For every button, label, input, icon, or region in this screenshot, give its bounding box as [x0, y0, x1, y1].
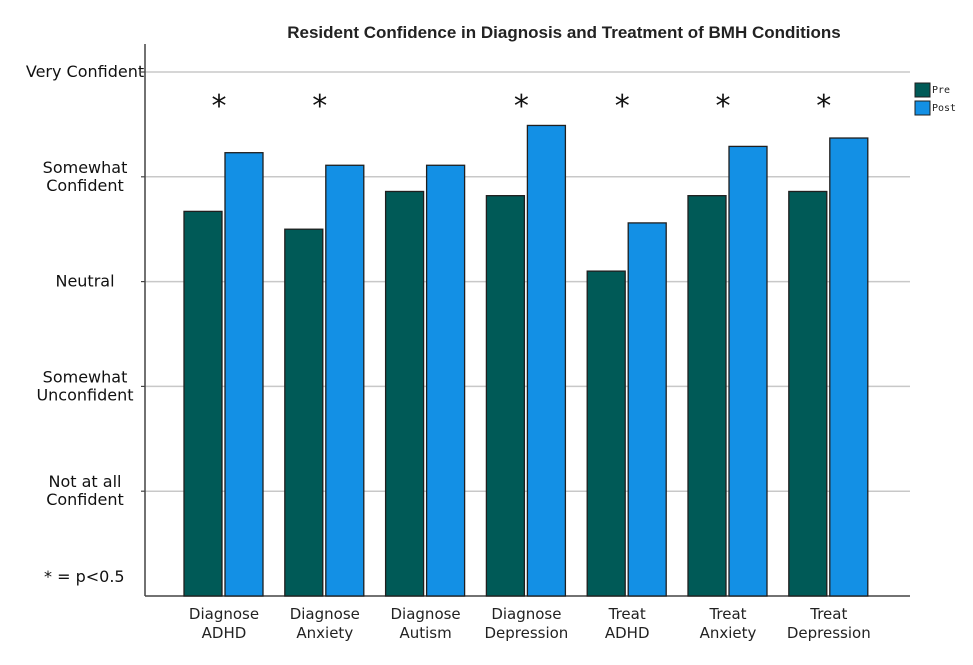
- legend-swatch-pre: [914, 82, 931, 98]
- significance-note: * = p<0.5: [44, 567, 125, 586]
- x-tick-label: ADHD: [202, 624, 247, 642]
- y-tick-label: Very Confident: [26, 62, 144, 81]
- x-tick-label: Autism: [399, 624, 451, 642]
- y-tick-label: Not at all: [49, 472, 122, 491]
- bar-pre-diagnose-autism: [384, 190, 425, 597]
- x-tick-label: Treat: [608, 605, 646, 623]
- x-tick-label: Diagnose: [491, 605, 561, 623]
- significance-marker: *: [514, 89, 529, 124]
- significance-marker: *: [312, 89, 327, 124]
- bar-pre-diagnose-anxiety: [284, 228, 324, 597]
- significance-marker: *: [716, 89, 731, 124]
- bar-pre-diagnose-depression: [485, 195, 526, 597]
- legend-label-post: Post: [932, 103, 956, 114]
- y-tick-label: Confident: [46, 490, 124, 509]
- x-tick-label: Anxiety: [296, 624, 353, 642]
- y-tick-labels: Not at allConfidentSomewhatUnconfidentNe…: [26, 62, 144, 509]
- bar-post-treat-depression: [829, 137, 869, 597]
- bar-post-treat-anxiety: [728, 145, 768, 597]
- x-tick-label: Anxiety: [700, 624, 757, 642]
- legend: Pre Post: [914, 82, 956, 116]
- bar-post-diagnose-autism: [425, 164, 466, 597]
- bar-pre-treat-depression: [788, 190, 828, 597]
- bar-post-diagnose-depression: [526, 124, 567, 597]
- x-tick-label: Diagnose: [290, 605, 360, 623]
- x-tick-label: Diagnose: [391, 605, 461, 623]
- legend-swatch-post: [914, 100, 931, 116]
- y-tick-label: Neutral: [55, 272, 114, 291]
- significance-marker: *: [212, 89, 227, 124]
- bar-post-diagnose-anxiety: [325, 164, 365, 597]
- legend-label-pre: Pre: [932, 85, 950, 96]
- bar-pre-treat-adhd: [586, 270, 626, 597]
- x-tick-label: Treat: [708, 605, 746, 623]
- x-tick-label: Depression: [484, 624, 568, 642]
- chart-title: Resident Confidence in Diagnosis and Tre…: [287, 23, 840, 42]
- significance-marker: *: [615, 89, 630, 124]
- x-tick-label: Treat: [809, 605, 847, 623]
- x-tick-label: Diagnose: [189, 605, 259, 623]
- y-tick-label: Somewhat: [43, 367, 128, 386]
- significance-markers: * * * * * *: [212, 89, 832, 124]
- bar-pre-diagnose-adhd: [183, 210, 223, 597]
- y-tick-label: Confident: [46, 176, 124, 195]
- bar-post-diagnose-adhd: [224, 152, 264, 597]
- x-tick-label: ADHD: [605, 624, 650, 642]
- bars: [183, 124, 869, 597]
- x-tick-labels: DiagnoseADHDDiagnoseAnxietyDiagnoseAutis…: [189, 605, 871, 642]
- bar-pre-treat-anxiety: [687, 195, 727, 597]
- bar-post-treat-adhd: [627, 222, 667, 597]
- y-tick-label: Somewhat: [43, 158, 128, 177]
- significance-marker: *: [816, 89, 831, 124]
- x-tick-label: Depression: [787, 624, 871, 642]
- y-tick-label: Unconfident: [36, 385, 133, 404]
